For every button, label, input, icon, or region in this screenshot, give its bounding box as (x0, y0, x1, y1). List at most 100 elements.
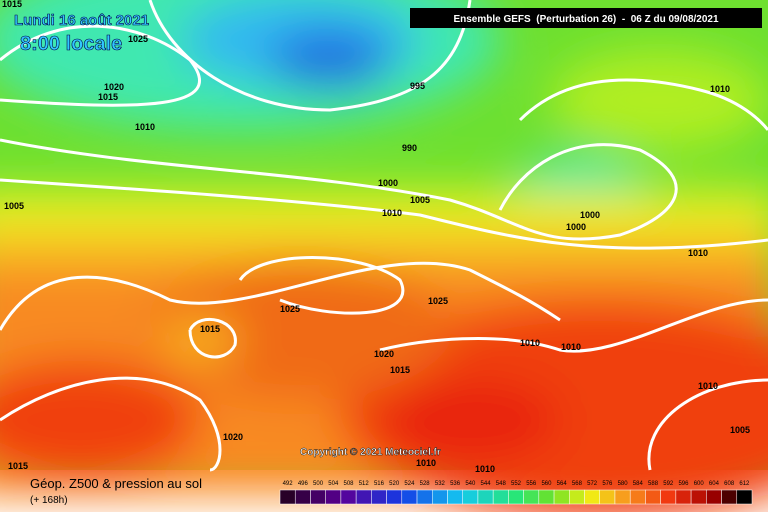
isobar-label: 1020 (374, 349, 394, 359)
isobar-label: 1025 (428, 296, 448, 306)
scale-label: 560 (541, 481, 552, 487)
scale-label: 552 (511, 481, 522, 487)
scale-label: 516 (374, 481, 385, 487)
scale-swatch (355, 489, 372, 505)
scale-swatch (386, 489, 403, 505)
isobar-label: 1010 (561, 342, 581, 352)
scale-swatch (569, 489, 585, 505)
scale-swatch (371, 489, 387, 505)
scale-label: 580 (618, 481, 629, 487)
scale-swatch (706, 489, 722, 505)
isobar-label: 1015 (390, 365, 410, 375)
scale-label: 504 (328, 481, 339, 487)
isobar-label: 1000 (378, 178, 398, 188)
scale-swatch (645, 489, 661, 505)
isobar-label: 1005 (730, 425, 750, 435)
scale-label: 564 (557, 481, 568, 487)
isobar-label: 1010 (382, 208, 402, 218)
scale-swatch (675, 489, 692, 505)
scale-swatch (447, 489, 463, 505)
isobars (0, 0, 768, 472)
isobar-label: 1010 (710, 84, 730, 94)
scale-swatch (492, 489, 509, 505)
scale-label: 576 (602, 481, 613, 487)
isobar-label: 1010 (698, 381, 718, 391)
scale-swatch (401, 489, 418, 505)
scale-label: 536 (450, 481, 461, 487)
copyright: Copyright © 2021 Meteociel.fr (300, 447, 441, 458)
footer-title: Géop. Z500 & pression au sol (30, 476, 202, 491)
scale-label: 584 (633, 481, 644, 487)
isobar-label: 1015 (200, 324, 220, 334)
scale-swatch (310, 489, 326, 505)
scale-swatch (584, 489, 600, 505)
scale-label: 600 (694, 481, 705, 487)
scale-swatch (325, 489, 342, 505)
scale-label: 608 (724, 481, 735, 487)
scale-label: 520 (389, 481, 400, 487)
scale-swatch (660, 489, 677, 505)
isobar-label: 1000 (580, 210, 600, 220)
scale-label: 548 (496, 481, 507, 487)
scale-swatch (432, 489, 448, 505)
scale-label: 508 (344, 481, 355, 487)
scale-swatch (599, 489, 616, 505)
isobar-label: 1020 (223, 432, 243, 442)
isobar-label: 1020 (104, 82, 124, 92)
scale-label: 544 (481, 481, 492, 487)
scale-label: 604 (709, 481, 720, 487)
scale-swatch (416, 489, 433, 505)
scale-swatch (508, 489, 524, 505)
scale-label: 596 (678, 481, 689, 487)
isobar-label: 1010 (520, 338, 540, 348)
scale-label: 500 (313, 481, 324, 487)
isobar-label: 995 (410, 81, 425, 91)
scale-label: 572 (587, 481, 598, 487)
scale-swatch (538, 489, 555, 505)
scale-swatch (614, 489, 631, 505)
isobar-label: 1010 (475, 464, 495, 474)
scale-swatch (279, 489, 296, 505)
isobar-label: 990 (402, 143, 417, 153)
scale-label: 588 (648, 481, 659, 487)
scale-label: 512 (359, 481, 370, 487)
isobar-label: 1000 (566, 222, 586, 232)
scale-label: 524 (404, 481, 415, 487)
scale-swatch (477, 489, 494, 505)
time: 8:00 locale (20, 33, 122, 55)
date: Lundi 16 août 2021 (14, 12, 149, 29)
scale-swatch (736, 489, 753, 505)
scale-label: 532 (435, 481, 446, 487)
isobar-label: 1015 (8, 461, 28, 471)
scale-label: 592 (663, 481, 674, 487)
isobar-label: 1025 (128, 34, 148, 44)
scale-swatch (553, 489, 570, 505)
isobar-label: 1010 (416, 458, 436, 468)
scale-label: 496 (298, 481, 309, 487)
isobar-label: 1010 (135, 122, 155, 132)
scale-label: 612 (739, 481, 750, 487)
scale-label: 568 (572, 481, 583, 487)
scale-swatch (690, 489, 707, 505)
header: Lundi 16 août 2021 8:00 locale Ensemble … (14, 8, 762, 55)
scale-label: 556 (526, 481, 537, 487)
scale-swatch (523, 489, 540, 505)
scale-swatch (721, 489, 738, 505)
isobar-label: 1005 (410, 195, 430, 205)
scale-label: 492 (283, 481, 294, 487)
run-box (410, 8, 762, 28)
isobar-label: 1005 (4, 201, 24, 211)
scale-label: 528 (420, 481, 431, 487)
scale-swatch (340, 489, 357, 505)
isobar-label: 1015 (98, 92, 118, 102)
isobar-label: 1015 (2, 0, 22, 9)
scale-label: 540 (465, 481, 476, 487)
scale-swatch (629, 489, 646, 505)
scale-swatch (462, 489, 479, 505)
run: Ensemble GEFS (Perturbation 26) - 06 Z d… (453, 14, 719, 25)
isobar-labels: 1015102510201015101010059959901000100510… (2, 0, 750, 474)
footer-lead: (+ 168h) (30, 495, 68, 506)
scale-swatch (294, 489, 311, 505)
